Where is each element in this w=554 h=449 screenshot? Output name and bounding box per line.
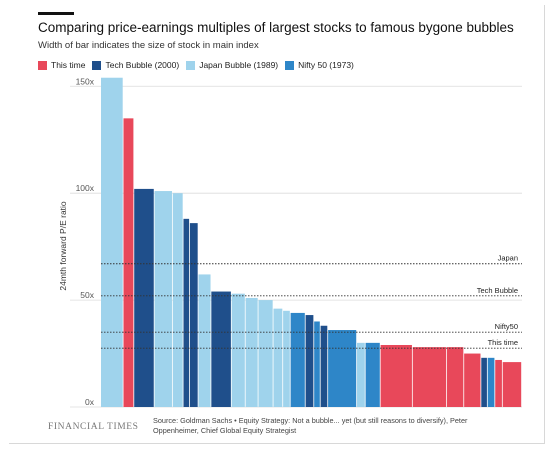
y-tick-label: 150x xyxy=(76,76,95,86)
bar xyxy=(314,321,320,407)
bar xyxy=(495,359,502,407)
bar xyxy=(189,223,198,407)
y-tick-label: 50x xyxy=(80,290,94,300)
bar xyxy=(328,330,357,407)
bar xyxy=(245,297,258,407)
bar xyxy=(320,325,328,407)
bar xyxy=(357,342,365,407)
reference-line-label: Tech Bubble xyxy=(477,286,518,295)
bar xyxy=(183,218,190,407)
y-axis-title: 24mth forward P/E ratio xyxy=(58,201,68,291)
bar xyxy=(447,347,464,407)
bar xyxy=(502,362,522,407)
legend-label: Nifty 50 (1973) xyxy=(298,60,354,70)
bar xyxy=(380,344,412,407)
chart-legend: This time Tech Bubble (2000) Japan Bubbl… xyxy=(38,60,361,70)
legend-swatch xyxy=(38,60,47,70)
bar xyxy=(231,293,245,407)
bar xyxy=(290,312,305,407)
bar xyxy=(412,347,447,407)
legend-item-tech-bubble: Tech Bubble (2000) xyxy=(92,60,179,70)
legend-item-this-time: This time xyxy=(38,60,85,70)
reference-line-label: This time xyxy=(488,338,518,347)
legend-label: Japan Bubble (1989) xyxy=(199,60,279,70)
ft-logo: FINANCIAL TIMES xyxy=(48,422,139,432)
source-note: Source: Goldman Sachs • Equity Strategy:… xyxy=(153,416,468,435)
y-tick-label: 100x xyxy=(76,183,95,193)
bar xyxy=(305,315,314,407)
legend-swatch xyxy=(285,60,295,70)
bar xyxy=(198,274,211,407)
reference-line-label: Nifty50 xyxy=(495,322,518,331)
title-accent-bar xyxy=(38,12,74,15)
bar xyxy=(211,291,231,407)
chart-title: Comparing price-earnings multiples of la… xyxy=(38,20,514,35)
bar xyxy=(154,191,172,407)
legend-label: This time xyxy=(51,60,86,70)
bar xyxy=(172,193,183,407)
bar xyxy=(273,308,283,407)
legend-item-nifty-50: Nifty 50 (1973) xyxy=(285,60,354,70)
bar xyxy=(365,342,380,407)
legend-label: Tech Bubble (2000) xyxy=(105,60,180,70)
bar xyxy=(487,357,495,407)
y-tick-label: 0x xyxy=(85,397,95,407)
chart-subtitle: Width of bar indicates the size of stock… xyxy=(38,40,259,51)
reference-line-label: Japan xyxy=(498,254,518,263)
bar xyxy=(481,357,487,407)
bar xyxy=(283,310,290,407)
bar xyxy=(464,353,481,407)
legend-item-japan-bubble: Japan Bubble (1989) xyxy=(186,60,278,70)
legend-swatch xyxy=(186,60,196,70)
bar xyxy=(101,77,123,407)
bar xyxy=(134,188,154,407)
legend-swatch xyxy=(92,60,102,70)
bar xyxy=(258,300,273,407)
bar xyxy=(123,118,134,407)
